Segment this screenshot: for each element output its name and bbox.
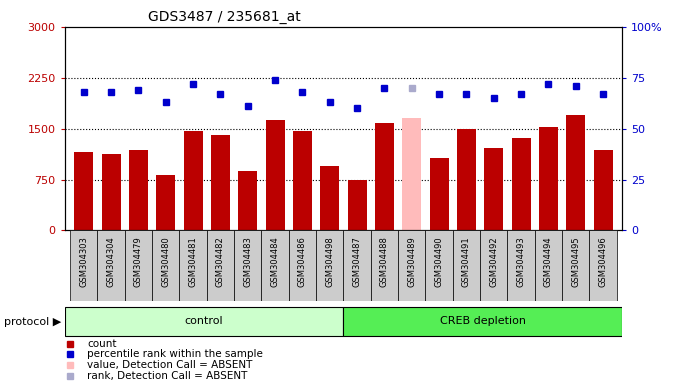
Bar <box>97 230 124 301</box>
Text: GSM304490: GSM304490 <box>435 236 443 287</box>
Bar <box>124 230 152 301</box>
Text: count: count <box>87 339 116 349</box>
Bar <box>484 148 503 230</box>
Text: GSM304489: GSM304489 <box>407 236 416 287</box>
Bar <box>316 230 343 301</box>
Bar <box>507 230 534 301</box>
Bar <box>426 230 453 301</box>
Bar <box>375 123 394 230</box>
Bar <box>371 230 398 301</box>
Bar <box>180 230 207 301</box>
Bar <box>65 307 343 336</box>
Bar <box>129 151 148 230</box>
Text: GSM304487: GSM304487 <box>352 236 362 287</box>
Bar <box>152 230 180 301</box>
Text: GSM304494: GSM304494 <box>544 236 553 287</box>
Text: GSM304479: GSM304479 <box>134 236 143 287</box>
Bar <box>320 166 339 230</box>
Bar <box>347 180 367 230</box>
Text: GSM304493: GSM304493 <box>517 236 526 287</box>
Bar <box>289 230 316 301</box>
Text: GSM304495: GSM304495 <box>571 236 580 287</box>
Text: GSM304483: GSM304483 <box>243 236 252 287</box>
Text: value, Detection Call = ABSENT: value, Detection Call = ABSENT <box>87 360 252 370</box>
Text: GSM304303: GSM304303 <box>80 236 88 287</box>
Bar <box>430 159 449 230</box>
Bar <box>211 136 230 230</box>
Bar <box>343 230 371 301</box>
Bar <box>534 230 562 301</box>
Bar <box>238 171 257 230</box>
Bar <box>70 230 97 301</box>
Text: rank, Detection Call = ABSENT: rank, Detection Call = ABSENT <box>87 371 248 381</box>
Text: GSM304498: GSM304498 <box>325 236 335 287</box>
Text: percentile rank within the sample: percentile rank within the sample <box>87 349 262 359</box>
Bar <box>594 151 613 230</box>
Text: GSM304481: GSM304481 <box>188 236 198 287</box>
Text: CREB depletion: CREB depletion <box>440 316 526 326</box>
Text: protocol ▶: protocol ▶ <box>4 316 61 327</box>
Bar <box>234 230 261 301</box>
Text: GSM304304: GSM304304 <box>107 236 116 287</box>
Bar <box>184 131 203 230</box>
Text: GSM304488: GSM304488 <box>380 236 389 287</box>
Bar <box>261 230 289 301</box>
Bar <box>457 129 476 230</box>
Text: GSM304496: GSM304496 <box>598 236 607 287</box>
Bar <box>343 307 622 336</box>
Bar <box>539 127 558 230</box>
Bar <box>402 118 422 230</box>
Text: GSM304482: GSM304482 <box>216 236 225 287</box>
Bar <box>265 121 285 230</box>
Bar <box>293 131 312 230</box>
Bar <box>590 230 617 301</box>
Text: GSM304491: GSM304491 <box>462 236 471 287</box>
Bar <box>566 115 585 230</box>
Bar <box>453 230 480 301</box>
Bar <box>511 138 530 230</box>
Bar <box>562 230 590 301</box>
Text: GSM304480: GSM304480 <box>161 236 170 287</box>
Bar <box>156 175 175 230</box>
Bar <box>480 230 507 301</box>
Bar <box>74 152 93 230</box>
Bar <box>207 230 234 301</box>
Text: control: control <box>185 316 223 326</box>
Bar <box>398 230 426 301</box>
Text: GDS3487 / 235681_at: GDS3487 / 235681_at <box>148 10 301 25</box>
Text: GSM304486: GSM304486 <box>298 236 307 287</box>
Bar <box>101 154 120 230</box>
Text: GSM304492: GSM304492 <box>489 236 498 287</box>
Text: GSM304484: GSM304484 <box>271 236 279 287</box>
